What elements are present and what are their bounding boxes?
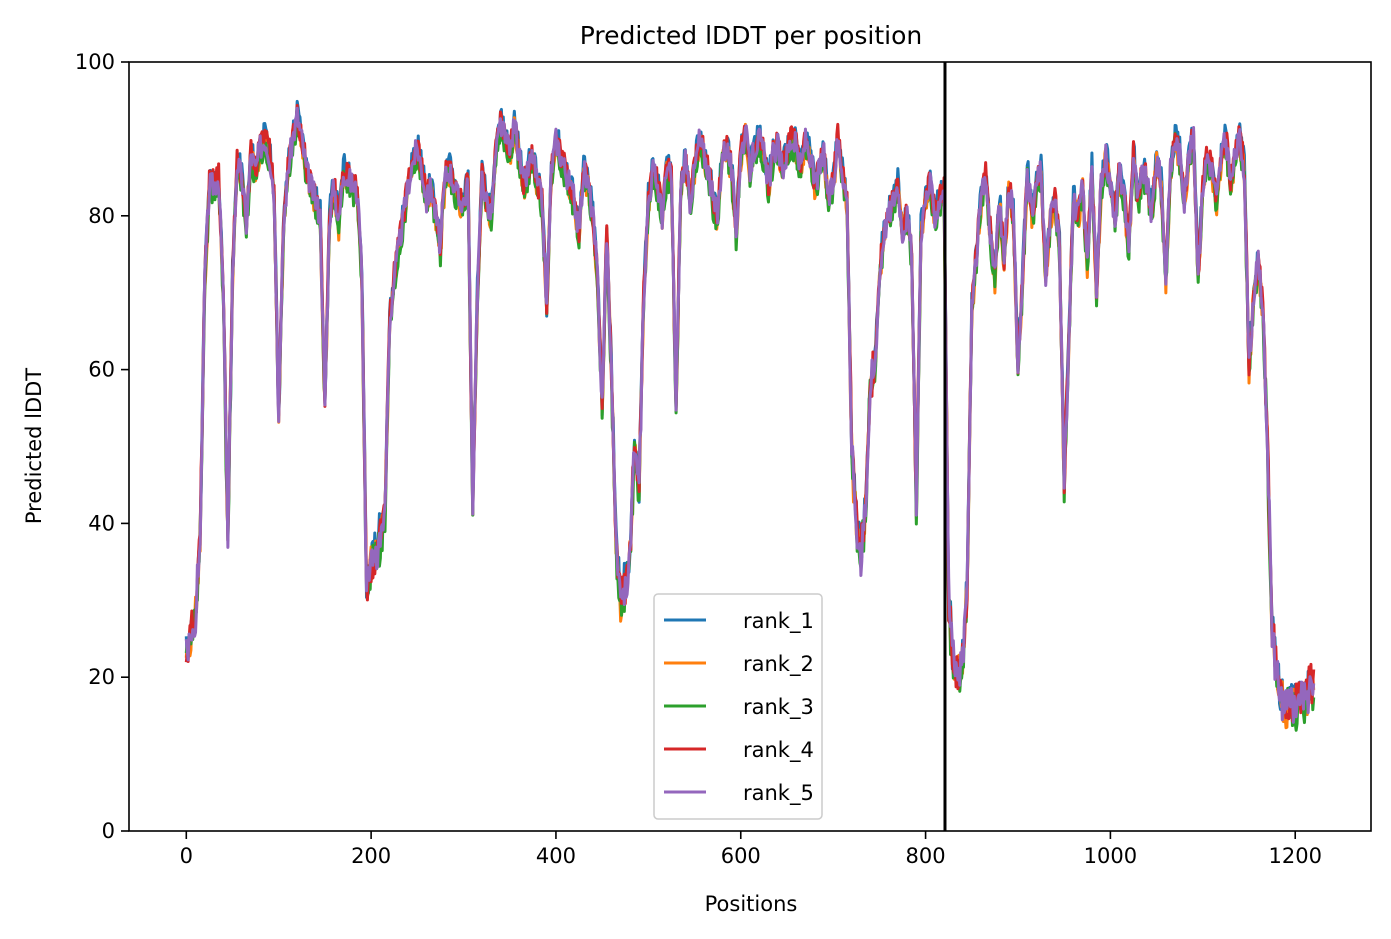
series-line-rank_5 (184, 106, 1316, 724)
y-tick-label: 80 (88, 204, 115, 228)
y-tick-label: 40 (88, 511, 115, 535)
x-tick-label: 600 (721, 844, 761, 868)
y-axis: 0 20 40 60 80 100 (75, 50, 129, 843)
x-tick-label: 0 (180, 844, 193, 868)
legend-label-rank_1: rank_1 (743, 609, 814, 634)
y-tick-label: 0 (102, 819, 115, 843)
y-axis-title: Predicted lDDT (22, 368, 46, 524)
legend-label-rank_3: rank_3 (743, 695, 814, 720)
chart-title: Predicted lDDT per position (580, 21, 922, 50)
legend-label-rank_4: rank_4 (743, 738, 814, 763)
legend: rank_1 rank_2 rank_3 rank_4 rank_5 (653, 593, 823, 820)
x-tick-label: 200 (351, 844, 391, 868)
y-tick-label: 20 (88, 665, 115, 689)
x-tick-label: 1200 (1268, 844, 1321, 868)
x-tick-label: 800 (906, 844, 946, 868)
x-tick-label: 400 (536, 844, 576, 868)
legend-label-rank_5: rank_5 (743, 781, 814, 806)
x-tick-label: 1000 (1084, 844, 1137, 868)
legend-label-rank_2: rank_2 (743, 652, 814, 677)
legend-box (653, 593, 823, 820)
plot-frame (128, 61, 1372, 832)
series-layer (184, 99, 1316, 732)
y-tick-label: 100 (75, 50, 115, 74)
x-axis-title: Positions (705, 892, 798, 916)
y-tick-label: 60 (88, 358, 115, 382)
x-axis: 0 200 400 600 800 1000 1200 (180, 831, 1322, 868)
